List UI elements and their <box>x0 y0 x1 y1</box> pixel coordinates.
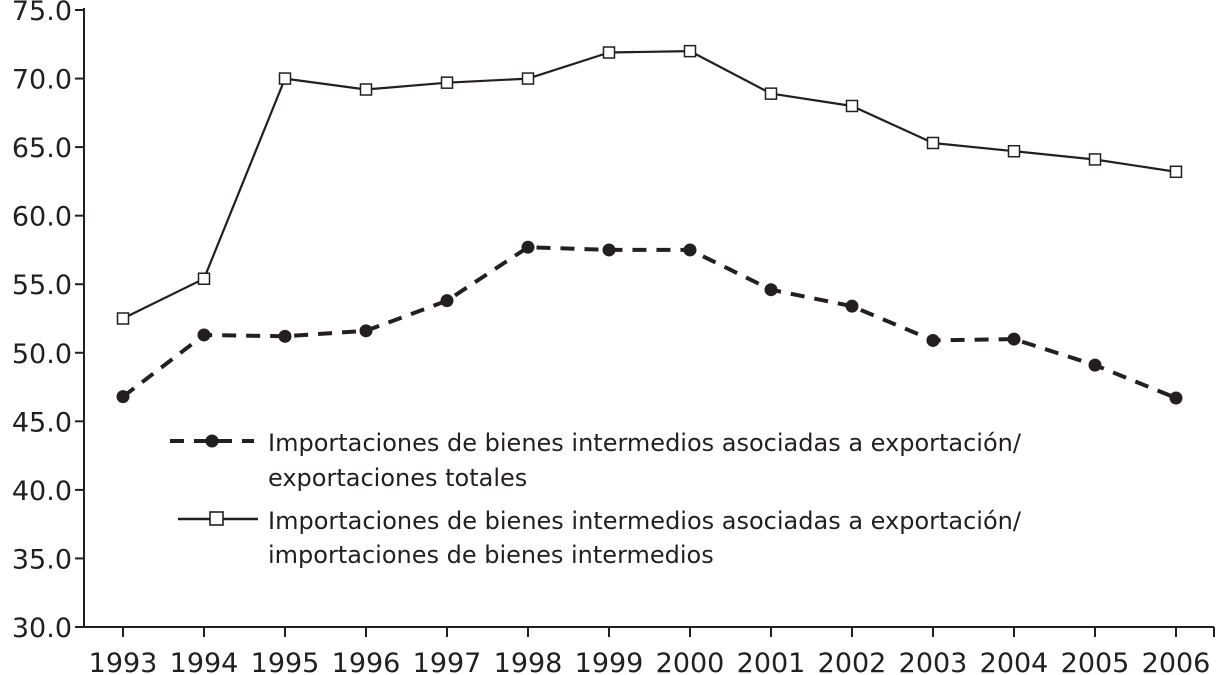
series-1-point-1 <box>197 272 211 285</box>
y-tick-label-8: 70.0 <box>12 65 72 96</box>
y-tick-label-6: 60.0 <box>12 202 72 233</box>
series-1-point-6 <box>602 46 616 59</box>
legend-label-0-line-1: Importaciones de bienes intermedios asoc… <box>268 429 1022 457</box>
x-tick-label-5: 1998 <box>494 648 563 675</box>
series-line-0 <box>121 245 1177 400</box>
series-0-point-5 <box>521 240 535 254</box>
series-1-point-4 <box>440 76 454 89</box>
x-tick-label-8: 2001 <box>737 648 806 675</box>
legend-entry-0: Importaciones de bienes intermedios asoc… <box>170 429 1022 492</box>
series-layer <box>116 44 1183 405</box>
legend-label-1-line-2: importaciones de bienes intermedios <box>268 541 714 569</box>
series-0-point-9 <box>845 299 859 313</box>
series-1-point-12 <box>1088 153 1102 166</box>
y-tick-label-7: 65.0 <box>12 133 72 164</box>
legend-label-1-line-1: Importaciones de bienes intermedios asoc… <box>268 507 1022 535</box>
series-1-point-2 <box>278 72 292 85</box>
series-0-point-12 <box>1088 358 1102 372</box>
y-tick-label-9: 75.0 <box>12 0 72 27</box>
series-0-point-10 <box>926 333 940 347</box>
series-1-point-11 <box>1007 144 1021 158</box>
series-1-point-0 <box>116 312 130 325</box>
x-tick-label-12: 2005 <box>1061 648 1130 675</box>
series-1-point-9 <box>845 99 859 113</box>
y-tick-label-0: 30.0 <box>12 613 72 644</box>
series-0-point-6 <box>602 243 616 257</box>
series-0-point-0 <box>116 390 130 404</box>
series-0-point-11 <box>1007 332 1021 346</box>
series-line-1 <box>122 49 1177 320</box>
y-tick-label-5: 55.0 <box>12 270 72 301</box>
x-tick-label-4: 1997 <box>413 648 482 675</box>
series-0-point-8 <box>764 283 778 297</box>
series-1-point-3 <box>359 83 373 96</box>
legend: Importaciones de bienes intermedios asoc… <box>170 429 1022 569</box>
x-tick-label-10: 2003 <box>899 648 968 675</box>
series-0-point-3 <box>359 324 373 338</box>
y-tick-label-4: 50.0 <box>12 339 72 370</box>
x-tick-label-2: 1995 <box>251 648 320 675</box>
series-0-point-2 <box>278 329 292 343</box>
series-1-point-5 <box>521 72 535 85</box>
x-tick-label-13: 2006 <box>1142 648 1211 675</box>
y-tick-label-1: 35.0 <box>12 544 72 575</box>
series-1 <box>116 44 1183 325</box>
y-tick-label-3: 45.0 <box>12 407 72 438</box>
legend-entry-1: Importaciones de bienes intermedios asoc… <box>178 507 1022 569</box>
series-0-point-1 <box>197 328 211 342</box>
legend-marker-1 <box>209 511 224 526</box>
series-0-point-13 <box>1169 391 1183 405</box>
x-tick-label-1: 1994 <box>170 648 239 675</box>
axes: 30.0 35.0 40.0 45.0 50.0 55.0 60.0 65.0 70.0 75.0… <box>12 0 1215 675</box>
series-1-point-7 <box>683 44 697 58</box>
x-tick-label-0: 1993 <box>89 648 158 675</box>
series-1-point-8 <box>764 87 778 100</box>
x-tick-label-3: 1996 <box>332 648 401 675</box>
series-0 <box>116 240 1183 405</box>
x-tick-label-6: 1999 <box>575 648 644 675</box>
series-0-point-7 <box>683 243 697 257</box>
y-tick-label-2: 40.0 <box>12 476 72 507</box>
x-tick-label-11: 2004 <box>980 648 1049 675</box>
legend-marker-0 <box>205 434 219 448</box>
series-0-point-4 <box>440 294 454 308</box>
legend-label-0-line-2: exportaciones totales <box>268 464 527 492</box>
series-1-point-13 <box>1169 165 1183 179</box>
x-tick-label-7: 2000 <box>656 648 725 675</box>
series-1-point-10 <box>926 136 940 150</box>
x-tick-label-9: 2002 <box>818 648 887 675</box>
